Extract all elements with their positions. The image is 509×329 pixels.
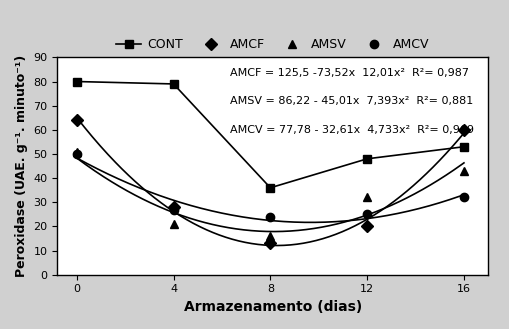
AMSV [363,195,370,199]
Text: AMCF = 125,5 -73,52x  12,01x²  R²= 0,987: AMCF = 125,5 -73,52x 12,01x² R²= 0,987 [229,68,468,78]
Text: AMCV = 77,78 - 32,61x  4,733x²  R²= 0,969: AMCV = 77,78 - 32,61x 4,733x² R²= 0,969 [229,125,473,135]
AMCV [460,195,466,199]
AMCV [267,215,273,219]
CONT [363,157,370,161]
AMSV [460,169,466,173]
AMCF [170,205,176,209]
AMCV [74,152,80,156]
AMSV [74,150,80,154]
AMCF [363,224,370,228]
Line: CONT: CONT [72,77,467,192]
AMCF [267,241,273,245]
Y-axis label: Peroxidase (UAE. g⁻¹. minuto⁻¹): Peroxidase (UAE. g⁻¹. minuto⁻¹) [15,55,28,277]
Text: AMSV = 86,22 - 45,01x  7,393x²  R²= 0,881: AMSV = 86,22 - 45,01x 7,393x² R²= 0,881 [229,96,472,107]
Legend: CONT, AMCF, AMSV, AMCV: CONT, AMCF, AMSV, AMCV [111,33,434,56]
AMSV [170,222,176,226]
AMCV [363,213,370,216]
X-axis label: Armazenamento (dias): Armazenamento (dias) [183,300,361,314]
Line: AMSV: AMSV [72,147,467,240]
AMCF [460,128,466,132]
CONT [170,82,176,86]
Line: AMCF: AMCF [72,116,467,247]
Line: AMCV: AMCV [72,150,467,221]
AMCF [74,118,80,122]
AMCV [170,208,176,212]
CONT [460,145,466,149]
CONT [74,80,80,84]
AMSV [267,234,273,238]
CONT [267,186,273,190]
